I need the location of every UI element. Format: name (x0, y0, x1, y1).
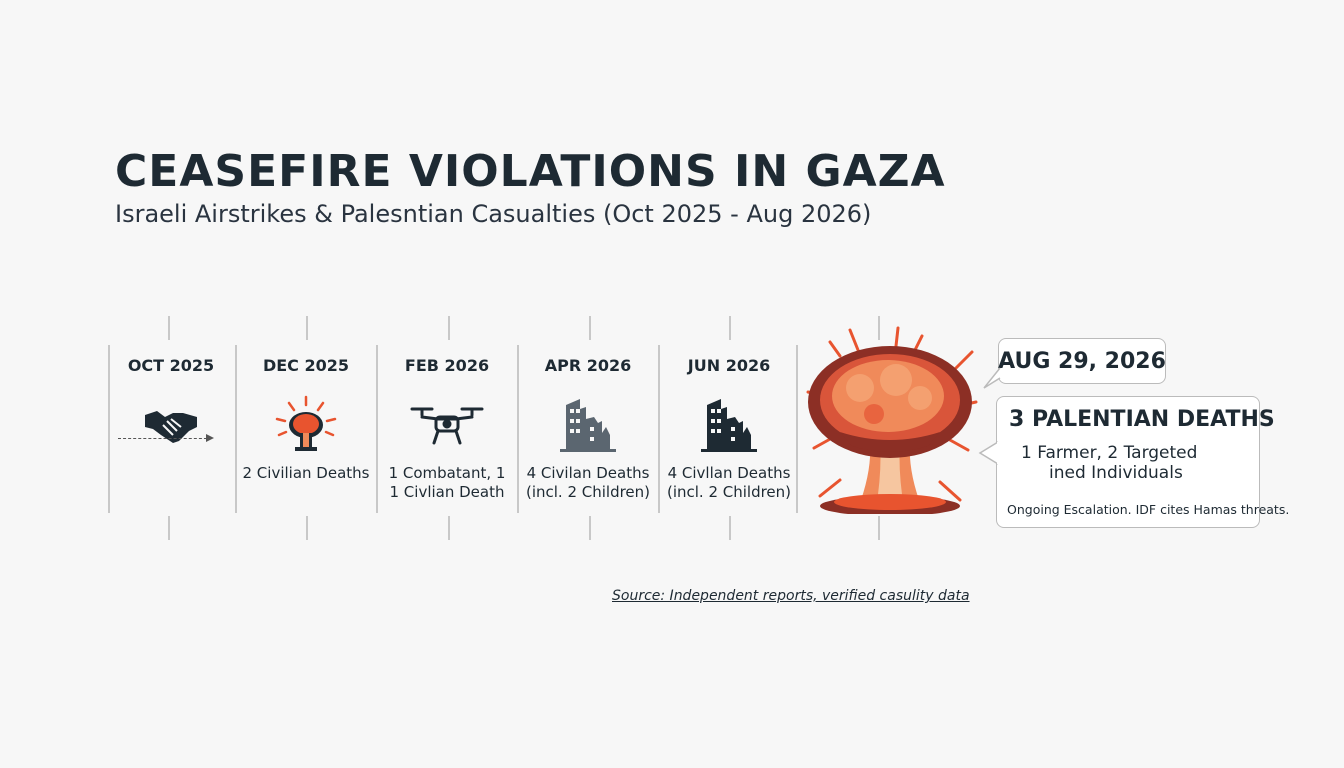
final-event-date: AUG 29, 2026 (998, 348, 1166, 374)
timeline-event-feb-2026: FEB 2026 1 Combatant, 1 1 Civlian Death (378, 352, 516, 502)
destroyed-building-icon (519, 390, 657, 460)
final-event-callout: 3 PALENTIAN DEATHS 1 Farmer, 2 Targeted … (996, 396, 1289, 528)
explosion-icon (237, 390, 375, 460)
callout-pointer (983, 367, 1001, 389)
timeline-event-jun-2026: JUN 2026 4 Civllan Deaths (incl. 2 Child… (660, 352, 798, 502)
event-date: OCT 2025 (127, 356, 215, 375)
event-casualties-line1: 2 Civilian Deaths (242, 464, 370, 482)
timeline-tick (448, 316, 450, 340)
timeline-tick (729, 516, 731, 540)
page-title: CEASEFIRE VIOLATIONS IN GAZA (115, 146, 946, 197)
final-event-headline: 3 PALENTIAN DEATHS (1009, 407, 1275, 432)
handshake-icon (102, 390, 240, 460)
event-casualties-line2: (incl. 2 Children) (525, 483, 651, 501)
event-casualties-line1: 4 Civilan Deaths (526, 464, 650, 482)
timeline-tick (306, 516, 308, 540)
timeline-tick (729, 316, 731, 340)
arrow-head-icon (206, 434, 214, 442)
final-event-detail-line2: ined Individuals (1049, 463, 1183, 483)
event-casualties-line1: 1 Combatant, 1 (388, 464, 506, 482)
event-date: DEC 2025 (262, 356, 350, 375)
timeline-tick (878, 516, 880, 540)
timeline-tick (878, 316, 880, 340)
timeline-divider (108, 345, 110, 513)
drone-icon (378, 390, 516, 460)
timeline-event-dec-2025: DEC 2025 2 Civilian Deaths (237, 352, 375, 483)
timeline-divider (796, 345, 798, 513)
dashed-arrow (118, 438, 212, 439)
event-date-callout: AUG 29, 2026 (998, 338, 1166, 384)
final-event-detail-line1: 1 Farmer, 2 Targeted (1021, 443, 1198, 463)
timeline-tick (589, 516, 591, 540)
timeline-tick (589, 316, 591, 340)
callout-pointer (978, 441, 1000, 465)
timeline-event-apr-2026: APR 2026 4 Civilan Deaths (incl. 2 Child… (519, 352, 657, 502)
timeline-divider (376, 345, 378, 513)
event-date: JUN 2026 (687, 356, 771, 375)
destroyed-building-icon (660, 390, 798, 460)
mushroom-cloud-icon (800, 322, 980, 516)
event-casualties-line1: 4 Civllan Deaths (667, 464, 791, 482)
timeline-divider (235, 345, 237, 513)
event-date: APR 2026 (544, 356, 632, 375)
page-subtitle: Israeli Airstrikes & Palesntian Casualti… (115, 200, 872, 228)
timeline-event-oct-2025: OCT 2025 (102, 352, 240, 460)
final-event-note: Ongoing Escalation. IDF cites Hamas thre… (1007, 502, 1290, 517)
timeline-divider (517, 345, 519, 513)
timeline-divider (658, 345, 660, 513)
source-citation: Source: Independent reports, verified ca… (612, 588, 970, 604)
timeline-tick (168, 316, 170, 340)
timeline-tick (448, 516, 450, 540)
timeline-tick (168, 516, 170, 540)
timeline-tick (306, 316, 308, 340)
event-casualties-line2: 1 Civlian Death (389, 483, 505, 501)
event-casualties-line2: (incl. 2 Children) (666, 483, 792, 501)
event-date: FEB 2026 (404, 356, 490, 375)
